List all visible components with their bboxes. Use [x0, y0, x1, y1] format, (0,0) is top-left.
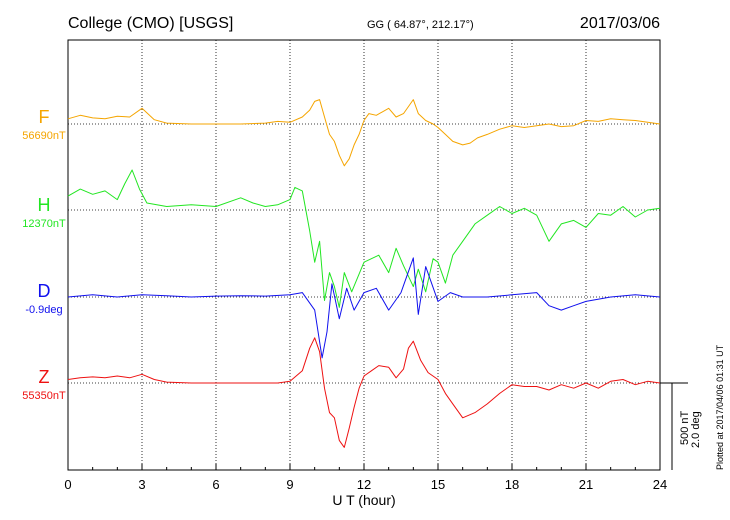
series-line-f	[67, 99, 661, 167]
channel-h-baseline: 12370nT	[22, 218, 66, 230]
station-coords: GG ( 64.87°, 212.17°)	[367, 19, 474, 31]
grid-lines	[68, 40, 660, 470]
chart-date: 2017/03/06	[580, 15, 660, 32]
x-tick-label: 12	[357, 477, 371, 492]
channel-d-label: D	[38, 281, 51, 301]
scale-nt-label: 500 nT	[679, 410, 691, 445]
channel-h-label: H	[38, 195, 51, 215]
x-tick-label: 0	[64, 477, 71, 492]
plot-frame	[67, 39, 661, 471]
channel-z-baseline: 55350nT	[22, 390, 66, 402]
series-line-d	[67, 257, 661, 359]
channel-z-label: Z	[39, 367, 50, 387]
scale-bar	[660, 382, 688, 470]
x-tick-label: 15	[431, 477, 445, 492]
series-layer	[67, 99, 661, 448]
scale-deg-label: 2.0 deg	[690, 411, 702, 448]
channel-d-baseline: -0.9deg	[25, 304, 62, 316]
x-axis-label: U T (hour)	[332, 492, 395, 508]
x-tick-label: 24	[653, 477, 667, 492]
plotted-timestamp: Plotted at 2017/04/06 01:31 UT	[715, 344, 725, 470]
channel-f-baseline: 56690nT	[22, 130, 66, 142]
x-tick-label: 3	[138, 477, 145, 492]
x-tick-label: 18	[505, 477, 519, 492]
x-tick-label: 6	[212, 477, 219, 492]
series-line-z	[67, 337, 661, 448]
station-title: College (CMO) [USGS]	[68, 15, 233, 32]
channel-f-label: F	[39, 107, 50, 127]
x-tick-label: 21	[579, 477, 593, 492]
series-line-h	[67, 169, 661, 308]
x-tick-label: 9	[286, 477, 293, 492]
x-axis-ticks: 0 3 6 9 12 15 18 21 24	[64, 464, 667, 492]
